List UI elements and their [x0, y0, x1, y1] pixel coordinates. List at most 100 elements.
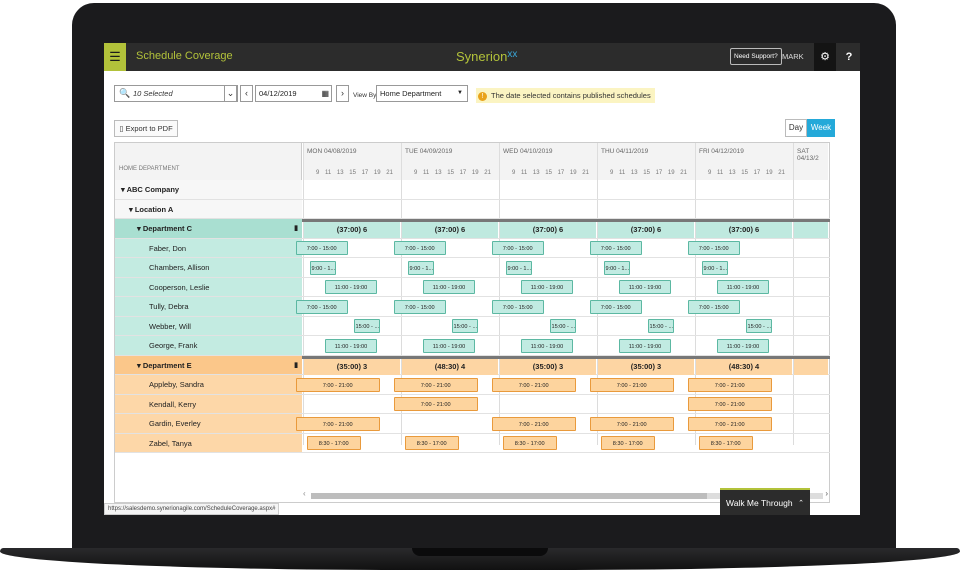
- schedule-row: [302, 278, 830, 297]
- schedule-row: [302, 395, 830, 414]
- shift-block[interactable]: 8:30 - 17:00: [698, 436, 753, 450]
- shift-block[interactable]: 8:30 - 17:00: [306, 436, 361, 450]
- day-header: WED 04/10/2019 9 11 13 15 17 19 21: [499, 143, 597, 180]
- shift-block[interactable]: 11:00 - 19:00: [717, 338, 769, 353]
- shift-block[interactable]: 7:00 - 15:00: [295, 299, 348, 314]
- shift-block[interactable]: 7:00 - 15:00: [687, 241, 740, 255]
- shift-block[interactable]: 8:30 - 17:00: [600, 436, 655, 450]
- shift-block[interactable]: 7:00 - 15:00: [295, 241, 348, 255]
- shift-block[interactable]: 7:00 - 15:00: [491, 241, 544, 255]
- shift-block[interactable]: 7:00 - 21:00: [687, 377, 772, 392]
- department-total: (37:00) 6: [304, 222, 400, 238]
- day-header: FRI 04/12/2019 9 11 13 15 17 19 21: [695, 143, 793, 180]
- shift-block[interactable]: 7:00 - 21:00: [393, 377, 478, 392]
- shift-block[interactable]: 7:00 - 21:00: [491, 416, 576, 431]
- need-support-button[interactable]: Need Support?: [730, 48, 782, 65]
- shift-block[interactable]: 15:00 - ...: [354, 319, 381, 333]
- department-row[interactable]: ▾ Department C ▮: [115, 219, 302, 239]
- department-total: (37:00) 6: [598, 222, 694, 238]
- status-url: https://salesdemo.synerionagile.com/Sche…: [104, 503, 280, 515]
- department-row[interactable]: ▾ Department E ▮: [115, 355, 302, 375]
- company-row[interactable]: ▾ ABC Company: [115, 180, 302, 200]
- employee-filter-input[interactable]: 🔍 10 Selected: [114, 85, 238, 102]
- shift-block[interactable]: 7:00 - 21:00: [589, 377, 674, 392]
- shift-block[interactable]: 15:00 - ...: [648, 319, 675, 333]
- export-pdf-button[interactable]: ▯ Export to PDF: [114, 120, 178, 137]
- shift-block[interactable]: 7:00 - 21:00: [687, 416, 772, 431]
- location-row[interactable]: ▾ Location A: [115, 199, 302, 219]
- shift-block[interactable]: 7:00 - 15:00: [491, 299, 544, 314]
- shift-block[interactable]: 7:00 - 15:00: [589, 241, 642, 255]
- shift-block[interactable]: 15:00 - ...: [746, 319, 773, 333]
- horizontal-scrollbar[interactable]: ‹ ›: [303, 489, 828, 499]
- department-total: (37:00) 6: [402, 222, 498, 238]
- day-view-button[interactable]: Day: [785, 119, 807, 137]
- employee-row[interactable]: Cooperson, Leslie: [115, 277, 302, 297]
- department-total: (35:00) 3: [304, 358, 400, 375]
- schedule-row: [302, 258, 830, 278]
- department-total: (37:00) 6: [696, 222, 792, 238]
- shift-block[interactable]: 8:30 - 17:00: [404, 436, 459, 450]
- employee-row[interactable]: Zabel, Tanya: [115, 433, 302, 453]
- shift-block[interactable]: 7:00 - 15:00: [687, 299, 740, 314]
- schedule-row: [302, 336, 830, 356]
- department-total: (35:00) 3: [598, 358, 694, 375]
- schedule-row: [302, 317, 830, 336]
- department-total: (37:00) 6: [500, 222, 596, 238]
- employee-row[interactable]: Faber, Don: [115, 238, 302, 258]
- hamburger-menu-icon[interactable]: ☰: [104, 43, 126, 71]
- shift-block[interactable]: 11:00 - 19:00: [423, 338, 475, 353]
- shift-block[interactable]: 9:00 - 1...: [604, 260, 631, 275]
- document-icon[interactable]: ▮: [294, 361, 298, 369]
- shift-block[interactable]: 9:00 - 1...: [702, 260, 729, 275]
- next-date-button[interactable]: ›: [336, 85, 349, 102]
- shift-block[interactable]: 8:30 - 17:00: [502, 436, 557, 450]
- top-bar: ☰ Schedule Coverage Synerionxx Need Supp…: [104, 43, 860, 71]
- shift-block[interactable]: 7:00 - 21:00: [491, 377, 576, 392]
- shift-block[interactable]: 7:00 - 15:00: [589, 299, 642, 314]
- filter-dropdown-button[interactable]: ⌄: [224, 85, 237, 102]
- walk-me-through-button[interactable]: Walk Me Through ⌃: [720, 488, 810, 515]
- user-name[interactable]: MARK: [782, 52, 804, 61]
- shift-block[interactable]: 9:00 - 1...: [408, 260, 435, 275]
- help-icon[interactable]: ?: [845, 51, 853, 63]
- shift-block[interactable]: 11:00 - 19:00: [717, 280, 769, 294]
- shift-block[interactable]: 11:00 - 19:00: [521, 338, 573, 353]
- employee-row[interactable]: Chambers, Allison: [115, 258, 302, 278]
- shift-block[interactable]: 7:00 - 21:00: [295, 416, 380, 431]
- view-by-select[interactable]: Home Department ▼: [376, 85, 468, 102]
- week-view-button[interactable]: Week: [807, 119, 835, 137]
- date-input[interactable]: 04/12/2019 ▦: [255, 85, 332, 102]
- employee-row[interactable]: Webber, Will: [115, 316, 302, 336]
- shift-block[interactable]: 11:00 - 19:00: [325, 280, 377, 294]
- shift-block[interactable]: 15:00 - ...: [452, 319, 479, 333]
- shift-block[interactable]: 11:00 - 19:00: [325, 338, 377, 353]
- employee-row[interactable]: George, Frank: [115, 336, 302, 356]
- schedule-row: [302, 239, 830, 258]
- shift-block[interactable]: 7:00 - 15:00: [393, 241, 446, 255]
- shift-block[interactable]: 7:00 - 21:00: [687, 397, 772, 411]
- prev-date-button[interactable]: ‹: [240, 85, 253, 102]
- shift-block[interactable]: 7:00 - 21:00: [295, 377, 380, 392]
- employee-row[interactable]: Appleby, Sandra: [115, 375, 302, 395]
- document-icon[interactable]: ▮: [294, 225, 298, 232]
- shift-block[interactable]: 11:00 - 19:00: [619, 338, 671, 353]
- shift-block[interactable]: 11:00 - 19:00: [521, 280, 573, 294]
- shift-block[interactable]: 11:00 - 19:00: [619, 280, 671, 294]
- shift-block[interactable]: 7:00 - 15:00: [393, 299, 446, 314]
- department-total: [794, 358, 828, 375]
- day-header: MON 04/08/2019 9 11 13 15 17 19 21: [303, 143, 401, 180]
- pdf-icon: ▯: [119, 124, 124, 133]
- shift-block[interactable]: 7:00 - 21:00: [589, 416, 674, 431]
- shift-block[interactable]: 9:00 - 1...: [506, 260, 533, 275]
- employee-row[interactable]: Tully, Debra: [115, 297, 302, 317]
- employee-row[interactable]: Kendall, Kerry: [115, 394, 302, 414]
- shift-block[interactable]: 9:00 - 1...: [310, 260, 337, 275]
- gear-icon[interactable]: ⚙: [814, 43, 836, 71]
- employee-row[interactable]: Gardin, Everley: [115, 414, 302, 434]
- shift-block[interactable]: 11:00 - 19:00: [423, 280, 475, 294]
- calendar-icon[interactable]: ▦: [321, 89, 329, 98]
- shift-block[interactable]: 7:00 - 21:00: [393, 397, 478, 411]
- shift-block[interactable]: 15:00 - ...: [550, 319, 577, 333]
- department-total: (48:30) 4: [402, 358, 498, 375]
